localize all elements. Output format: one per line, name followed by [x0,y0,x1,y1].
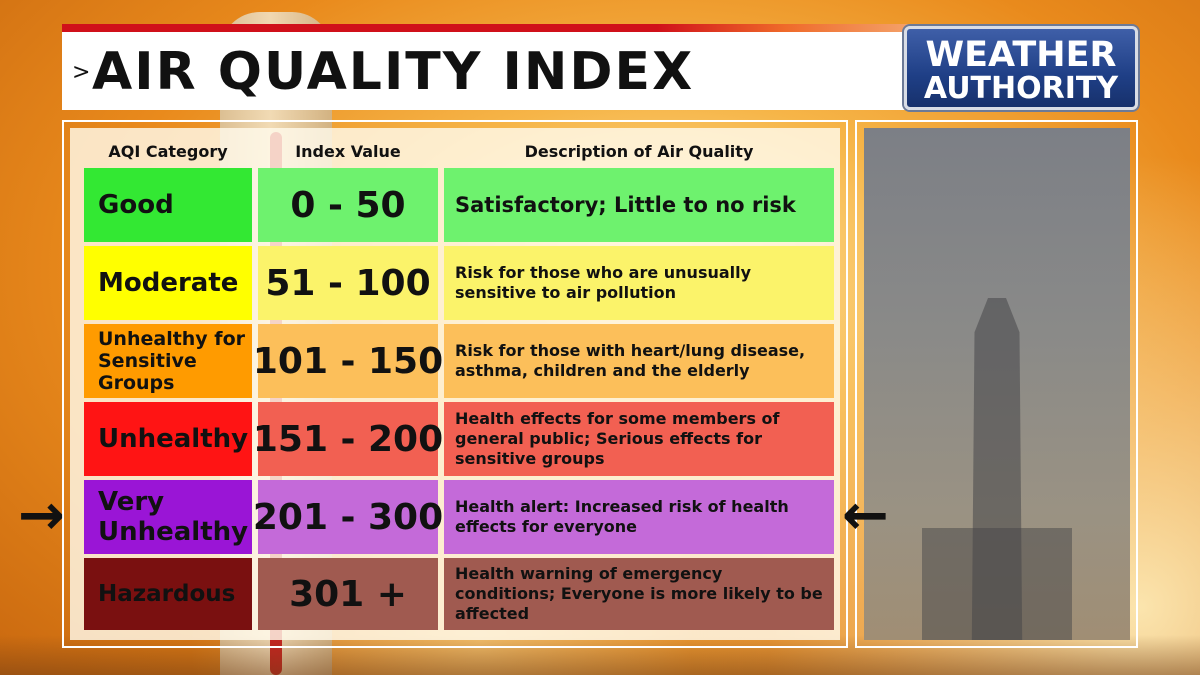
category-unhealthy-sensitive: Unhealthy for Sensitive Groups [84,324,252,398]
title-accent-stripe [62,24,912,32]
description-good: Satisfactory; Little to no risk [444,168,834,242]
description-hazardous: Health warning of emergency conditions; … [444,558,834,630]
index-very-unhealthy: 201 - 300 [253,480,443,554]
index-moderate: 51 - 100 [258,246,438,320]
header-aqi-category: AQI Category [108,142,228,161]
index-unhealthy: 151 - 200 [253,402,443,476]
hazy-skyline-photo [864,128,1130,640]
tower-base-silhouette [922,528,1072,640]
page-title: AIR QUALITY INDEX [92,42,695,102]
title-bar: > AIR QUALITY INDEX [62,32,912,110]
index-good: 0 - 50 [258,168,438,242]
category-hazardous: Hazardous [84,558,252,630]
category-moderate: Moderate [84,246,252,320]
photo-frame [855,120,1138,648]
arrow-left-icon: ← [842,483,889,548]
category-good: Good [84,168,252,242]
description-moderate: Risk for those who are unusually sensiti… [444,246,834,320]
description-unhealthy: Health effects for some members of gener… [444,402,834,476]
description-unhealthy-sensitive: Risk for those with heart/lung disease, … [444,324,834,398]
arrow-right-icon: → [18,483,65,548]
description-very-unhealthy: Health alert: Increased risk of health e… [444,480,834,554]
category-very-unhealthy: Very Unhealthy [84,480,252,554]
header-description: Description of Air Quality [524,142,754,161]
logo-line-weather: WEATHER [925,35,1117,75]
weather-authority-logo: WEATHER AUTHORITY [904,26,1138,110]
header-index-value: Index Value [295,142,401,161]
index-hazardous: 301 + [258,558,438,630]
category-unhealthy: Unhealthy [84,402,252,476]
skyline-silhouette [0,635,1200,675]
logo-line-authority: AUTHORITY [923,71,1119,106]
aqi-table-frame [62,120,848,648]
chevron-right-icon: > [72,60,91,85]
index-unhealthy-sensitive: 101 - 150 [253,324,443,398]
